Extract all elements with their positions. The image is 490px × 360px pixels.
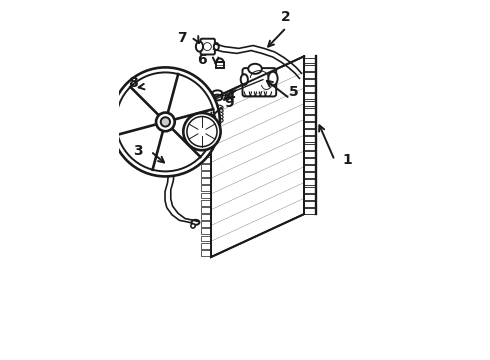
Text: 9: 9 <box>224 96 234 110</box>
Bar <box>304 158 316 164</box>
Ellipse shape <box>196 41 203 51</box>
Bar <box>201 193 211 198</box>
Bar <box>304 136 316 142</box>
Bar <box>201 228 211 234</box>
Bar <box>304 180 316 185</box>
Bar <box>201 178 211 184</box>
Bar <box>304 129 316 135</box>
Bar <box>201 114 211 120</box>
Ellipse shape <box>192 220 199 225</box>
Bar <box>201 107 211 112</box>
Bar <box>201 142 211 148</box>
Text: 3: 3 <box>133 144 143 158</box>
Bar <box>201 121 211 127</box>
Bar <box>201 200 211 206</box>
Circle shape <box>183 113 220 150</box>
Bar <box>304 187 316 193</box>
Ellipse shape <box>212 115 223 120</box>
Bar <box>201 157 211 163</box>
Bar <box>304 208 316 214</box>
Circle shape <box>156 113 175 131</box>
Circle shape <box>191 224 195 228</box>
Bar <box>304 58 316 63</box>
Bar <box>201 149 211 156</box>
Bar <box>304 115 316 121</box>
Bar <box>304 100 316 107</box>
Bar <box>201 171 211 177</box>
Ellipse shape <box>212 95 222 100</box>
Bar <box>201 221 211 227</box>
Bar <box>304 65 316 71</box>
Bar <box>201 164 211 170</box>
Polygon shape <box>211 56 304 257</box>
Bar <box>201 99 211 105</box>
Bar <box>201 207 211 213</box>
Bar <box>304 122 316 128</box>
Text: 2: 2 <box>281 10 291 24</box>
Circle shape <box>111 67 220 176</box>
Text: 7: 7 <box>177 31 187 45</box>
Text: 4: 4 <box>226 89 236 103</box>
Bar <box>216 62 224 68</box>
FancyBboxPatch shape <box>200 39 215 54</box>
Bar <box>201 135 211 141</box>
Bar <box>304 86 316 92</box>
Circle shape <box>116 72 215 171</box>
Ellipse shape <box>216 58 223 66</box>
Ellipse shape <box>269 72 278 85</box>
Text: 1: 1 <box>343 153 352 167</box>
Bar <box>304 201 316 207</box>
FancyBboxPatch shape <box>243 68 276 96</box>
Circle shape <box>187 117 217 147</box>
Bar <box>304 165 316 171</box>
Ellipse shape <box>212 105 223 110</box>
Ellipse shape <box>212 108 223 113</box>
Bar <box>201 185 211 191</box>
Bar <box>304 79 316 85</box>
Bar <box>201 214 211 220</box>
Bar <box>201 235 211 242</box>
Text: 5: 5 <box>289 85 298 99</box>
Bar <box>304 194 316 200</box>
Bar <box>304 94 316 99</box>
Bar <box>304 172 316 178</box>
Ellipse shape <box>212 118 223 123</box>
Bar <box>201 250 211 256</box>
Bar <box>304 151 316 157</box>
Text: 8: 8 <box>128 76 138 90</box>
Text: 6: 6 <box>197 53 207 67</box>
Bar <box>304 72 316 78</box>
Ellipse shape <box>212 112 223 117</box>
Bar <box>201 128 211 134</box>
Circle shape <box>161 117 170 127</box>
Ellipse shape <box>212 90 222 96</box>
Bar <box>304 144 316 149</box>
Ellipse shape <box>214 43 219 50</box>
Bar <box>304 108 316 114</box>
Ellipse shape <box>248 64 262 74</box>
Bar <box>201 243 211 249</box>
Ellipse shape <box>241 74 248 85</box>
